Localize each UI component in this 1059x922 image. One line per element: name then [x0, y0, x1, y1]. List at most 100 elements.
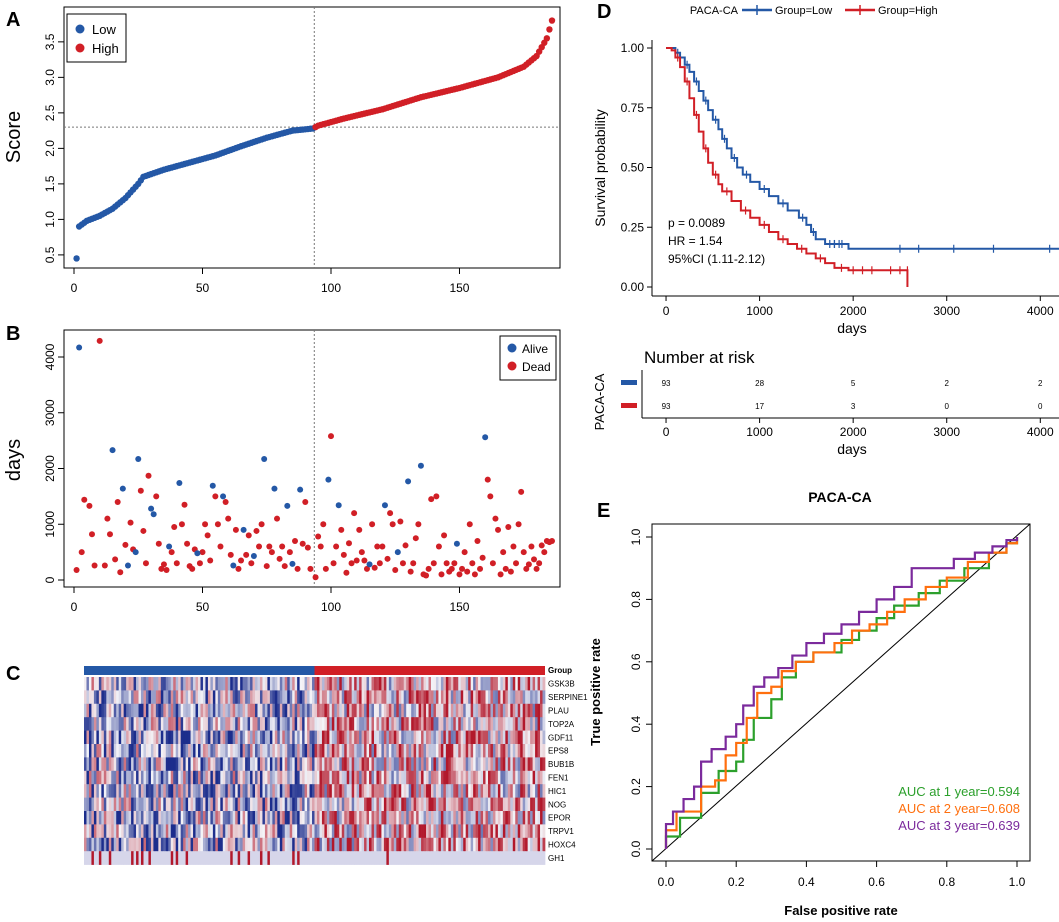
heatmap-cell: [366, 851, 370, 865]
heatmap-cell: [247, 690, 251, 705]
heatmap-cell: [505, 744, 509, 758]
heatmap-cell: [334, 757, 338, 772]
heatmap-cell: [426, 784, 429, 798]
heatmap-cell: [307, 784, 310, 798]
heatmap-cell: [413, 677, 417, 691]
heatmap-cell: [215, 851, 219, 865]
heatmap-cell: [160, 837, 164, 852]
dead-point: [302, 498, 309, 505]
heatmap-cell: [324, 744, 328, 758]
heatmap-cell: [279, 824, 283, 839]
dead-point: [155, 540, 162, 547]
heatmap-cell: [381, 703, 385, 718]
heatmap-cell: [403, 851, 407, 865]
heatmap-cell: [495, 851, 499, 865]
heatmap-cell: [331, 837, 335, 852]
heatmap-cell: [341, 717, 345, 731]
heatmap-cell: [475, 851, 479, 865]
heatmap-cell: [237, 717, 241, 731]
heatmap-cell: [93, 677, 97, 691]
legend-marker-alive: [507, 343, 517, 353]
dead-point: [410, 560, 417, 567]
heatmap-cell: [121, 757, 125, 772]
heatmap-cell: [126, 837, 129, 852]
heatmap-cell: [257, 757, 261, 772]
heatmap-cell: [376, 824, 380, 839]
heatmap-cell: [316, 797, 320, 812]
heatmap-cell: [163, 757, 167, 772]
heatmap-cell: [96, 811, 100, 825]
heatmap-cell: [116, 770, 120, 785]
heatmap-cell: [455, 730, 459, 745]
heatmap-cell: [160, 690, 164, 705]
heatmap-cell: [440, 811, 444, 825]
heatmap-cell: [200, 703, 204, 718]
heatmap-cell: [522, 757, 526, 772]
heatmap-cell: [507, 824, 511, 839]
dead-point: [425, 565, 432, 572]
heatmap-cell: [381, 690, 385, 705]
heatmap-cell: [121, 717, 125, 731]
heatmap-cell: [435, 690, 439, 705]
heatmap-cell: [183, 784, 186, 798]
dead-point: [531, 556, 538, 563]
heatmap-cell: [111, 703, 115, 718]
heatmap-cell: [264, 824, 268, 839]
heatmap-cell: [537, 757, 541, 772]
dead-point: [184, 540, 191, 547]
heatmap-cell: [364, 824, 367, 839]
heatmap-cell: [336, 824, 340, 839]
heatmap-cell: [522, 824, 526, 839]
heatmap-cell: [257, 717, 261, 731]
heatmap-cell: [188, 677, 191, 691]
heatmap-cell: [247, 677, 251, 691]
heatmap-cell: [502, 677, 506, 691]
risk-count: 0: [944, 402, 949, 411]
heatmap-cell: [339, 690, 343, 705]
heatmap-cell: [220, 797, 224, 812]
heatmap-cell: [242, 677, 246, 691]
heatmap-cell: [175, 717, 179, 731]
heatmap-cell: [369, 690, 372, 705]
heatmap-cell: [440, 797, 444, 812]
heatmap-cell: [371, 784, 375, 798]
heatmap-cell: [98, 797, 102, 812]
heatmap-cell: [522, 717, 526, 731]
heatmap-cell: [267, 744, 271, 758]
heatmap-cell: [406, 730, 410, 745]
heatmap-cell: [126, 784, 129, 798]
heatmap-cell: [111, 690, 115, 705]
heatmap-cell: [312, 677, 315, 691]
heatmap-cell: [108, 744, 112, 758]
heatmap-cell: [113, 851, 117, 865]
dead-point: [235, 565, 242, 572]
heatmap-cell: [188, 757, 191, 772]
heatmap-cell: [312, 811, 315, 825]
heatmap-cell: [185, 797, 189, 812]
heatmap-cell: [193, 730, 196, 745]
heatmap-cell: [282, 690, 286, 705]
heatmap-cell: [175, 811, 179, 825]
km-legend-low: Group=Low: [775, 5, 832, 17]
heatmap-cell: [500, 851, 504, 865]
heatmap-cell: [487, 730, 491, 745]
heatmap-cell: [346, 837, 350, 852]
heatmap-cell: [210, 730, 214, 745]
heatmap-cell: [96, 744, 100, 758]
heatmap-cell: [502, 757, 506, 772]
heatmap-cell: [532, 744, 536, 758]
heatmap-cell: [401, 757, 405, 772]
heatmap-cell: [150, 690, 154, 705]
heatmap-cell: [240, 757, 243, 772]
heatmap-cell: [220, 757, 224, 772]
heatmap-cell: [334, 703, 338, 718]
heatmap-cell: [150, 784, 154, 798]
heatmap-cell: [247, 797, 251, 812]
heatmap-cell: [388, 690, 392, 705]
heatmap-cell: [289, 730, 293, 745]
heatmap-cell: [262, 703, 266, 718]
heatmap-cell: [381, 770, 385, 785]
heatmap-cell: [329, 717, 333, 731]
heatmap-cell: [250, 703, 253, 718]
heatmap-cell: [180, 677, 184, 691]
